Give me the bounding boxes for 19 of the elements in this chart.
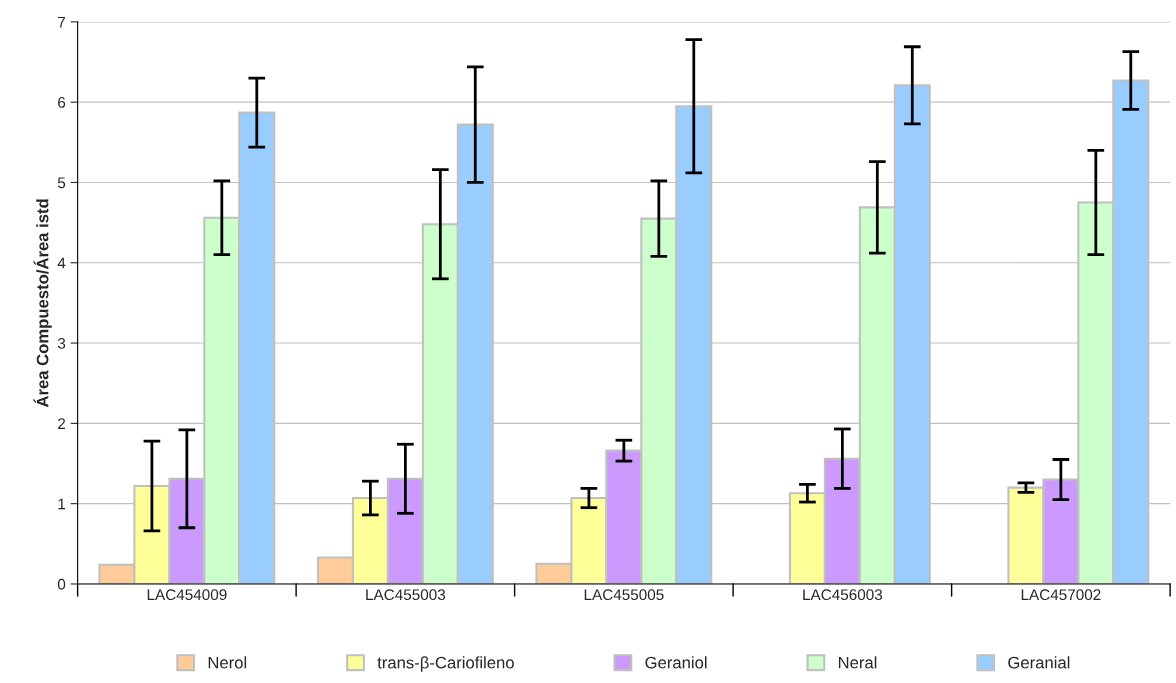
y-axis-title: Área Compuesto/Área istd xyxy=(33,199,52,408)
x-tick-label: LAC455005 xyxy=(584,589,664,601)
y-tick-label: 4 xyxy=(57,257,66,269)
y-tick-label: 3 xyxy=(57,337,66,349)
y-tick-label: 1 xyxy=(58,498,66,510)
x-tick-label: LAC457002 xyxy=(1021,589,1101,601)
y-tick-label: 7 xyxy=(58,16,66,28)
legend-label: Geranial xyxy=(1008,656,1070,669)
y-tick-label: 5 xyxy=(57,177,66,189)
x-tick-label: LAC456003 xyxy=(803,589,883,601)
legend-label: Neral xyxy=(838,656,877,669)
y-tick-label: 2 xyxy=(58,418,66,429)
legend-label: trans-β-Cariofileno xyxy=(377,656,514,672)
y-tick-label: 0 xyxy=(57,578,66,590)
x-tick-label: LAC455003 xyxy=(366,589,446,601)
x-tick-label: LAC454009 xyxy=(147,589,227,601)
legend-label: Nerol xyxy=(208,656,247,669)
y-tick-label: 6 xyxy=(58,97,66,108)
legend-label: Geraniol xyxy=(645,656,707,669)
